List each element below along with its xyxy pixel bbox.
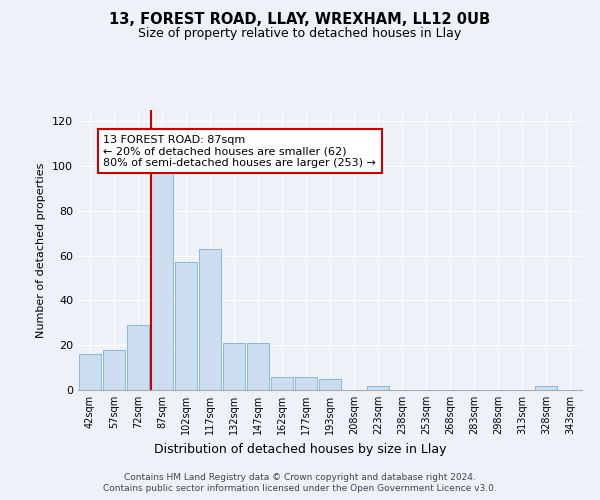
Bar xyxy=(535,386,557,390)
Text: Contains HM Land Registry data © Crown copyright and database right 2024.: Contains HM Land Registry data © Crown c… xyxy=(124,472,476,482)
Bar xyxy=(175,262,197,390)
Bar xyxy=(151,170,173,390)
Text: Contains public sector information licensed under the Open Government Licence v3: Contains public sector information licen… xyxy=(103,484,497,493)
Text: Size of property relative to detached houses in Llay: Size of property relative to detached ho… xyxy=(139,28,461,40)
Bar xyxy=(319,379,341,390)
Bar xyxy=(103,350,125,390)
Bar xyxy=(367,386,389,390)
Text: 13 FOREST ROAD: 87sqm
← 20% of detached houses are smaller (62)
80% of semi-deta: 13 FOREST ROAD: 87sqm ← 20% of detached … xyxy=(103,134,376,168)
Bar xyxy=(199,249,221,390)
Bar xyxy=(247,343,269,390)
Bar xyxy=(223,343,245,390)
Text: Distribution of detached houses by size in Llay: Distribution of detached houses by size … xyxy=(154,442,446,456)
Bar xyxy=(127,325,149,390)
Bar xyxy=(79,354,101,390)
Y-axis label: Number of detached properties: Number of detached properties xyxy=(37,162,46,338)
Bar xyxy=(295,376,317,390)
Bar xyxy=(271,376,293,390)
Text: 13, FOREST ROAD, LLAY, WREXHAM, LL12 0UB: 13, FOREST ROAD, LLAY, WREXHAM, LL12 0UB xyxy=(109,12,491,28)
